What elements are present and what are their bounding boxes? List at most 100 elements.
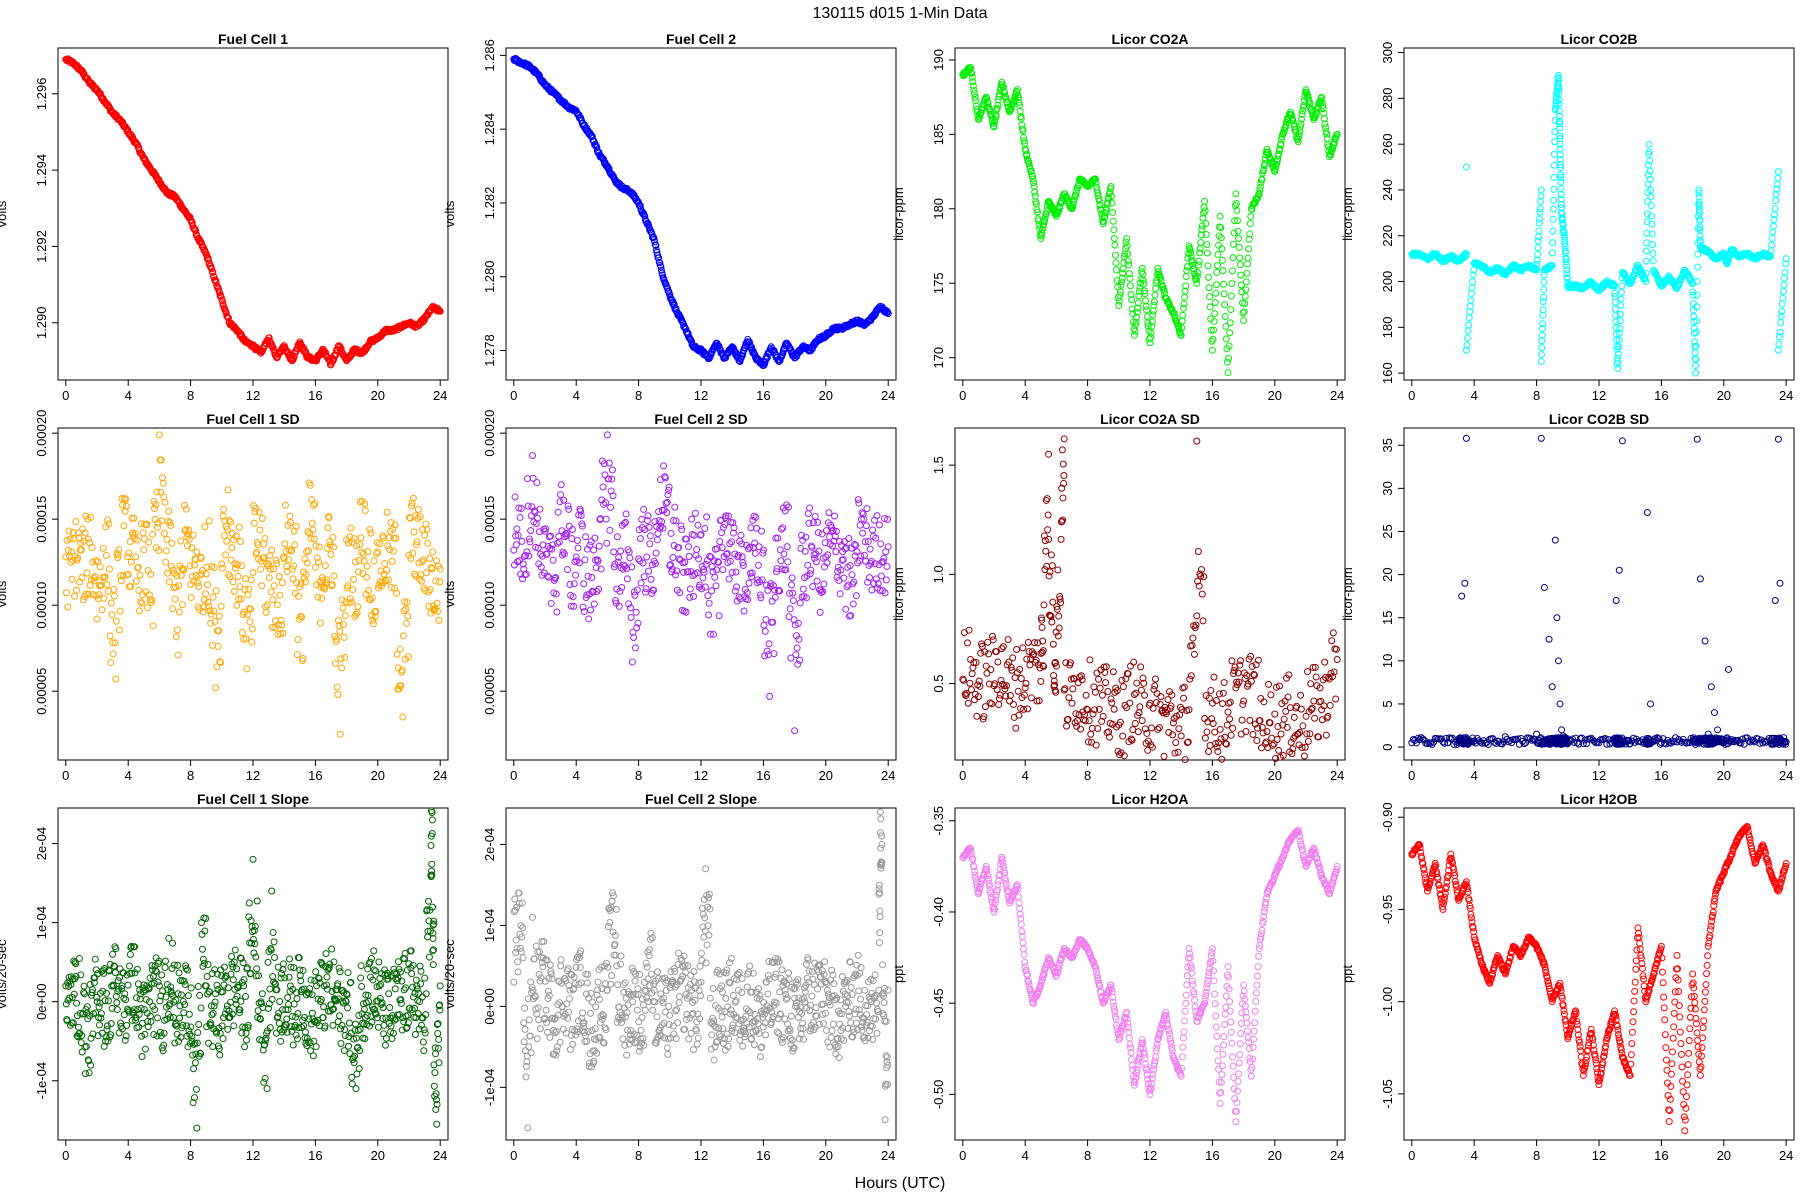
y-tick-label: 160: [1380, 362, 1395, 384]
data-point: [882, 306, 890, 314]
data-point: [1110, 235, 1118, 243]
x-tick-label: 4: [1022, 768, 1029, 783]
data-point: [1108, 699, 1116, 707]
data-point: [1464, 327, 1472, 335]
data-point: [1692, 369, 1700, 377]
data-point: [1242, 286, 1250, 294]
data-point: [793, 352, 801, 360]
data-point: [1643, 509, 1651, 517]
data-point: [716, 538, 724, 546]
data-point: [1203, 249, 1211, 257]
data-point: [1244, 260, 1251, 268]
data-point: [1205, 273, 1212, 281]
data-point: [745, 579, 753, 587]
data-point: [1046, 568, 1054, 576]
data-point: [388, 557, 396, 565]
data-point: [229, 578, 237, 586]
data-point: [62, 553, 70, 561]
data-point: [1205, 747, 1212, 755]
data-point: [410, 528, 418, 536]
x-tick-label: 8: [635, 768, 642, 783]
data-point: [1204, 262, 1212, 270]
data-point: [646, 540, 654, 548]
data-point: [760, 621, 768, 629]
y-tick-label: 20: [1380, 567, 1395, 581]
data-point: [1094, 192, 1102, 200]
data-point: [1148, 318, 1156, 326]
data-point: [1030, 182, 1038, 190]
data-point: [751, 549, 759, 557]
x-tick-label: 20: [1717, 388, 1731, 403]
data-point: [1043, 495, 1051, 503]
data-point: [1694, 263, 1702, 271]
data-point: [1556, 124, 1564, 132]
data-point: [1141, 691, 1149, 699]
data-point: [247, 576, 255, 584]
data-point: [1092, 741, 1100, 749]
data-point: [330, 572, 338, 580]
data-point: [105, 565, 113, 573]
data-point: [1235, 234, 1243, 242]
data-point: [1119, 683, 1127, 691]
data-point: [1290, 713, 1298, 721]
data-point: [224, 486, 232, 494]
data-point: [1025, 159, 1033, 167]
data-point: [1248, 205, 1256, 213]
data-point: [212, 279, 220, 287]
data-point: [1535, 227, 1543, 235]
data-point: [1779, 294, 1787, 302]
data-point: [1774, 346, 1782, 354]
data-point: [587, 538, 595, 546]
data-point: [357, 534, 365, 542]
data-point: [793, 644, 801, 652]
data-point: [260, 540, 268, 548]
data-point: [326, 361, 334, 369]
data-point: [792, 651, 800, 659]
data-point: [1259, 729, 1267, 737]
data-point: [1710, 709, 1718, 717]
data-point: [162, 558, 170, 566]
data-point: [237, 538, 245, 546]
data-point: [1150, 301, 1158, 309]
data-point: [235, 523, 243, 531]
y-tick-label: 180: [931, 198, 946, 220]
data-point: [1223, 358, 1231, 366]
x-tick-label: 24: [1330, 768, 1344, 783]
data-point: [107, 659, 115, 667]
data-point: [1223, 721, 1231, 729]
data-point: [580, 580, 588, 588]
data-point: [1228, 657, 1236, 665]
data-point: [971, 696, 978, 704]
data-point: [1118, 676, 1126, 684]
data-point: [1063, 722, 1071, 730]
data-point: [402, 605, 410, 613]
data-point: [713, 566, 721, 574]
data-point: [1157, 273, 1165, 281]
y-tick-label: 1.286: [482, 39, 497, 72]
data-point: [326, 357, 334, 365]
data-point: [1141, 290, 1149, 298]
data-point: [162, 547, 170, 555]
data-point: [1182, 272, 1190, 280]
data-point: [347, 524, 355, 532]
x-tick-label: 0: [62, 388, 69, 403]
data-point: [1550, 185, 1558, 193]
y-tick-label: 1.278: [482, 334, 497, 367]
data-point: [256, 565, 264, 573]
data-point: [1332, 695, 1340, 703]
data-point: [668, 296, 676, 304]
x-tick-label: 24: [433, 388, 447, 403]
data-point: [1134, 728, 1142, 736]
data-point: [212, 587, 220, 595]
data-point: [688, 338, 696, 346]
y-tick-label: 35: [1380, 438, 1395, 452]
data-point: [573, 536, 581, 544]
data-point: [511, 493, 519, 501]
data-point: [856, 521, 864, 529]
data-point: [1535, 233, 1543, 241]
data-point: [1465, 321, 1473, 329]
data-point: [873, 512, 881, 520]
data-point: [1771, 596, 1779, 604]
data-point: [421, 531, 429, 539]
data-point: [820, 580, 828, 588]
